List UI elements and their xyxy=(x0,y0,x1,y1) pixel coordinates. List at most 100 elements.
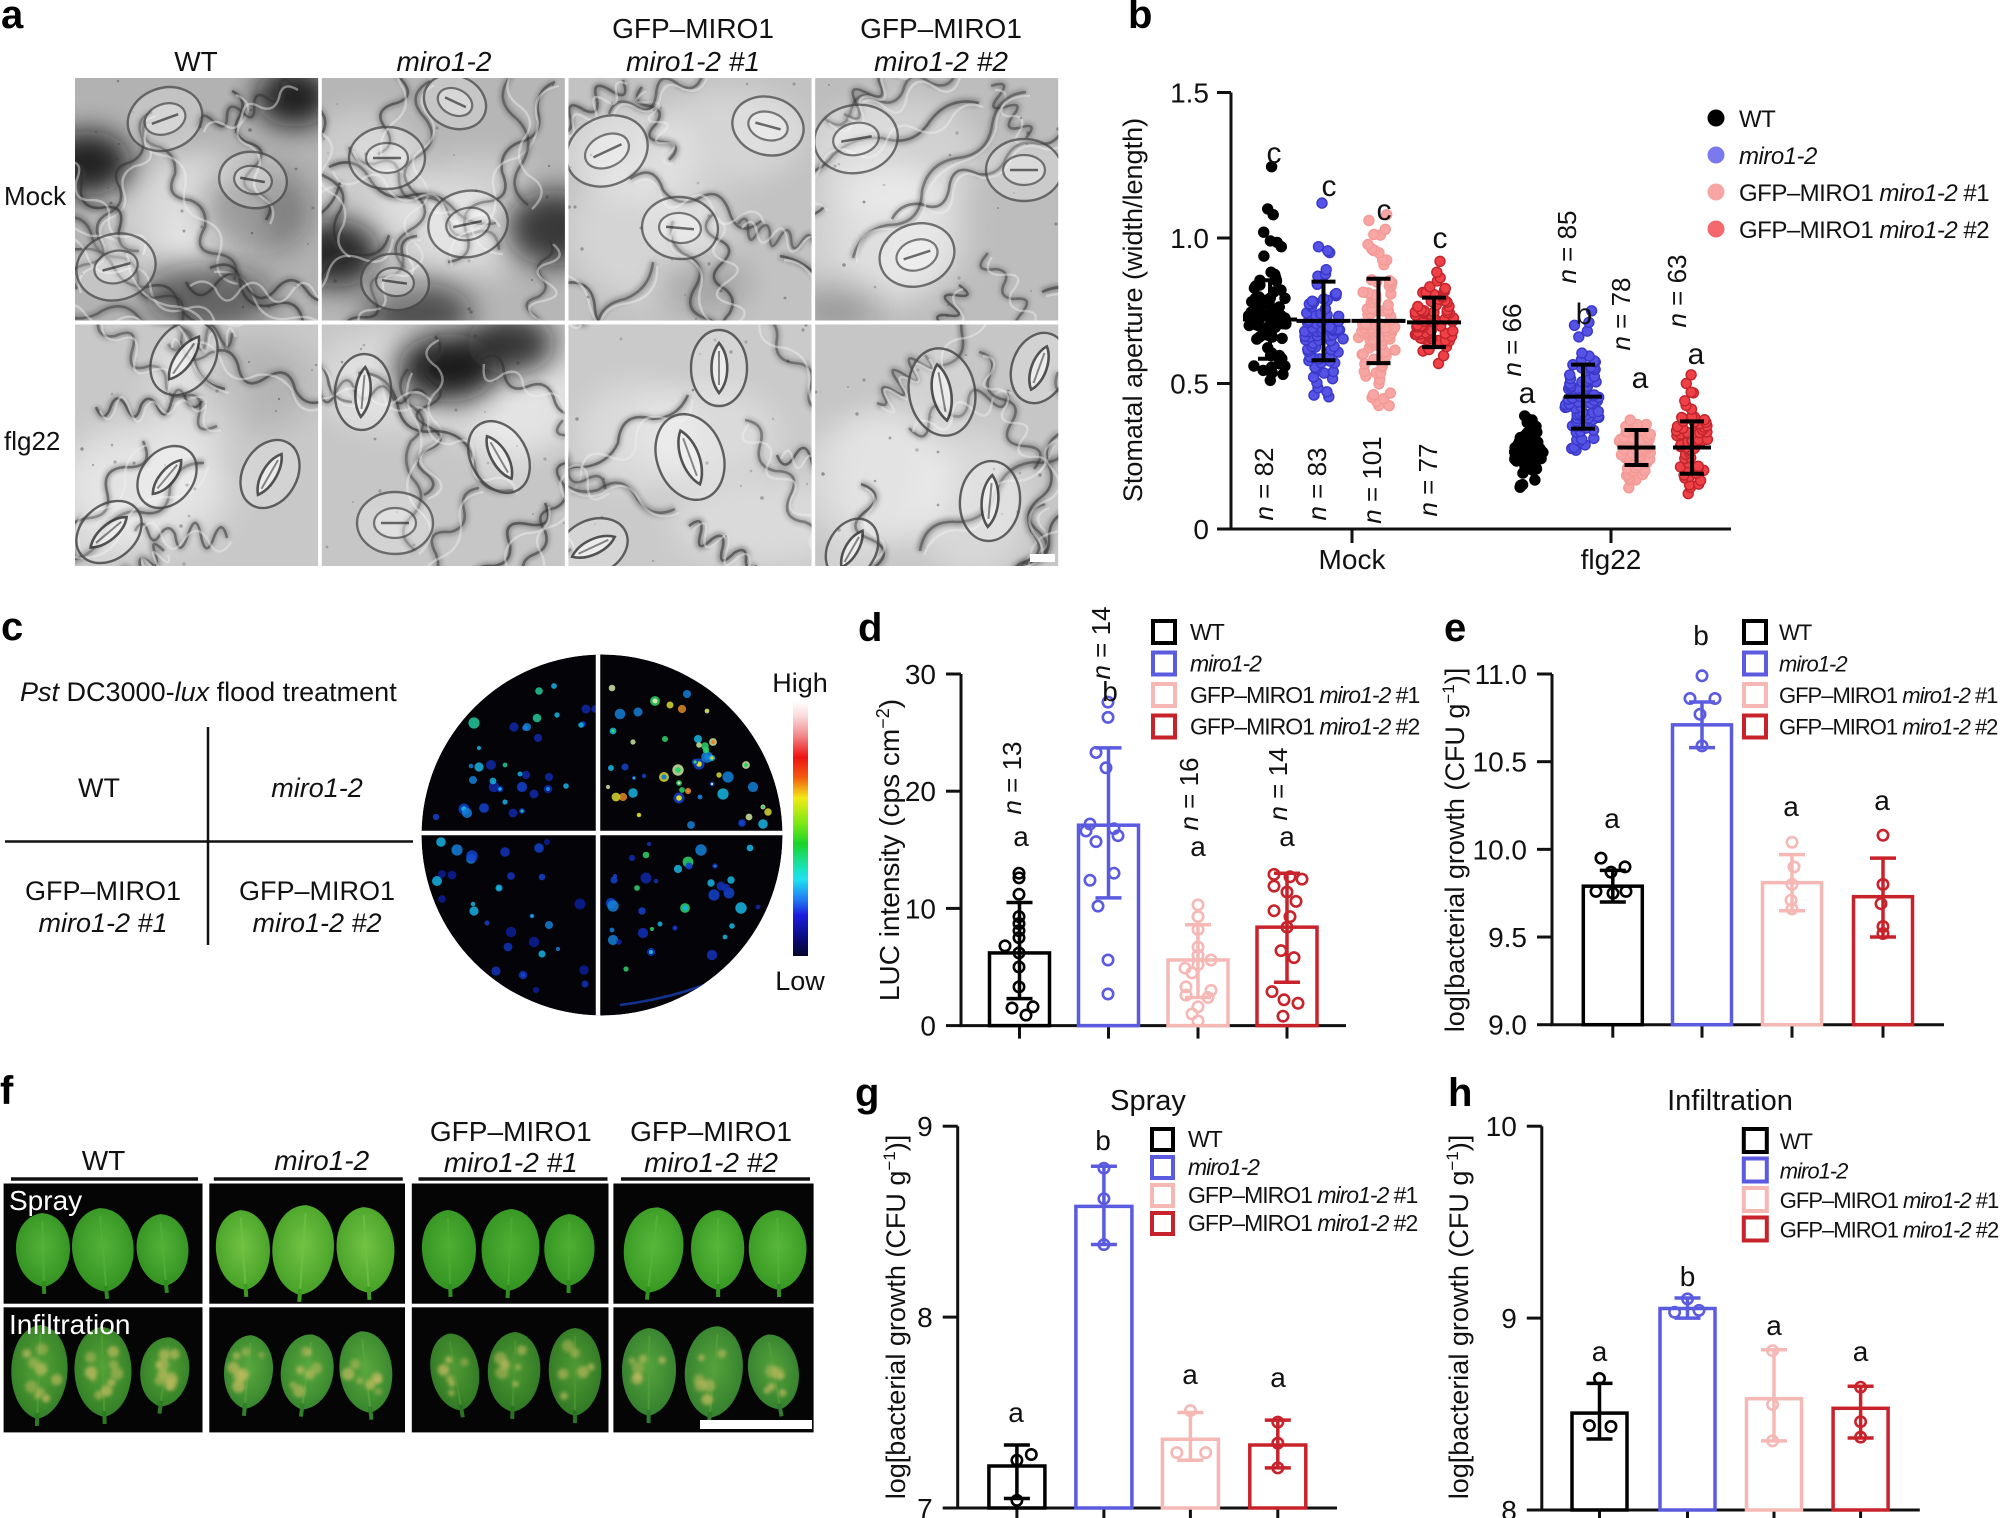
svg-text:a: a xyxy=(1766,1310,1782,1341)
svg-text:b: b xyxy=(1693,620,1709,651)
svg-text:0: 0 xyxy=(920,1011,936,1042)
svg-text:a: a xyxy=(1008,1397,1024,1428)
svg-text:log[bacterial growth (CFU g−1): log[bacterial growth (CFU g−1)] xyxy=(880,1135,911,1500)
svg-text:miro1-2: miro1-2 xyxy=(1188,1154,1260,1180)
svg-text:b: b xyxy=(1576,298,1593,331)
svg-text:a: a xyxy=(1632,362,1649,395)
svg-text:9.0: 9.0 xyxy=(1488,1010,1527,1041)
svg-text:a: a xyxy=(1270,1362,1286,1393)
svg-text:b: b xyxy=(1680,1261,1696,1292)
svg-text:Spray: Spray xyxy=(1110,1085,1186,1117)
svg-text:8: 8 xyxy=(917,1302,933,1333)
svg-text:10.0: 10.0 xyxy=(1473,834,1528,865)
svg-text:n = 82: n = 82 xyxy=(1249,447,1279,520)
svg-text:Mock: Mock xyxy=(4,181,67,211)
svg-text:WT: WT xyxy=(1780,1129,1813,1154)
svg-text:GFP–MIRO1 miro1-2 #2: GFP–MIRO1 miro1-2 #2 xyxy=(1188,1210,1417,1236)
svg-text:WT: WT xyxy=(1779,620,1812,645)
svg-text:miro1-2 #1: miro1-2 #1 xyxy=(444,1147,578,1178)
svg-text:d: d xyxy=(858,606,882,650)
svg-text:n = 14: n = 14 xyxy=(1086,606,1116,679)
svg-text:WT: WT xyxy=(82,1145,126,1176)
svg-text:n = 85: n = 85 xyxy=(1552,210,1582,283)
svg-text:log[bacterial growth (CFU g−1): log[bacterial growth (CFU g−1)] xyxy=(1443,1135,1474,1500)
svg-text:n = 66: n = 66 xyxy=(1497,303,1527,376)
svg-text:LUC intensity (cps cm−2): LUC intensity (cps cm−2) xyxy=(873,699,905,1001)
svg-text:log[bacterial growth (CFU g−1): log[bacterial growth (CFU g−1)] xyxy=(1439,668,1470,1033)
svg-text:11.0: 11.0 xyxy=(1475,659,1527,690)
svg-text:n = 63: n = 63 xyxy=(1662,254,1692,327)
svg-text:GFP–MIRO1: GFP–MIRO1 xyxy=(430,1116,592,1147)
svg-text:flg22: flg22 xyxy=(4,426,60,456)
svg-text:a: a xyxy=(1190,831,1206,862)
svg-text:1.0: 1.0 xyxy=(1170,223,1209,254)
svg-text:Infiltration: Infiltration xyxy=(1667,1085,1793,1117)
svg-text:GFP–MIRO1 miro1-2 #1: GFP–MIRO1 miro1-2 #1 xyxy=(1739,180,1989,207)
svg-text:GFP–MIRO1 miro1-2 #1: GFP–MIRO1 miro1-2 #1 xyxy=(1780,1188,1999,1213)
svg-text:9.5: 9.5 xyxy=(1488,922,1527,953)
svg-text:WT: WT xyxy=(174,46,218,77)
svg-text:a: a xyxy=(1853,1336,1869,1367)
svg-text:miro1-2: miro1-2 xyxy=(1190,651,1262,677)
svg-text:miro1-2 #1: miro1-2 #1 xyxy=(626,46,760,77)
svg-text:a: a xyxy=(1519,377,1536,410)
svg-text:GFP–MIRO1: GFP–MIRO1 xyxy=(612,13,774,44)
svg-text:Pst DC3000-lux flood treatment: Pst DC3000-lux flood treatment xyxy=(20,677,397,707)
svg-text:a: a xyxy=(1013,821,1029,852)
svg-text:miro1-2: miro1-2 xyxy=(1779,652,1847,677)
svg-text:a: a xyxy=(1874,785,1890,816)
svg-text:c: c xyxy=(1,605,23,649)
svg-text:c: c xyxy=(1322,170,1337,203)
svg-text:c: c xyxy=(1433,222,1448,255)
svg-text:n = 13: n = 13 xyxy=(997,741,1027,814)
svg-text:GFP–MIRO1: GFP–MIRO1 xyxy=(239,876,395,906)
svg-text:Stomatal aperture (width/lengt: Stomatal aperture (width/length) xyxy=(1118,118,1148,502)
svg-text:b: b xyxy=(1128,0,1152,37)
svg-text:miro1-2 #2: miro1-2 #2 xyxy=(644,1147,778,1178)
svg-text:WT: WT xyxy=(1190,619,1225,645)
svg-text:GFP–MIRO1 miro1-2 #1: GFP–MIRO1 miro1-2 #1 xyxy=(1779,683,1998,708)
svg-text:c: c xyxy=(1377,194,1392,227)
svg-text:9: 9 xyxy=(917,1111,933,1142)
svg-text:30: 30 xyxy=(905,659,936,690)
svg-text:miro1-2 #2: miro1-2 #2 xyxy=(874,46,1008,77)
svg-text:0.5: 0.5 xyxy=(1170,369,1209,400)
svg-text:n = 78: n = 78 xyxy=(1606,277,1636,350)
svg-text:miro1-2: miro1-2 xyxy=(271,773,363,803)
svg-text:Mock: Mock xyxy=(1319,544,1387,575)
svg-text:a: a xyxy=(1182,1359,1198,1390)
svg-text:10: 10 xyxy=(905,893,936,924)
svg-text:miro1-2: miro1-2 xyxy=(1780,1159,1848,1184)
svg-text:miro1-2: miro1-2 xyxy=(397,46,492,77)
svg-text:GFP–MIRO1: GFP–MIRO1 xyxy=(630,1116,792,1147)
svg-text:10: 10 xyxy=(1486,1111,1517,1142)
svg-text:n = 83: n = 83 xyxy=(1302,447,1332,520)
svg-text:8: 8 xyxy=(1501,1495,1517,1518)
svg-text:a: a xyxy=(1604,803,1620,834)
svg-text:7: 7 xyxy=(917,1493,933,1518)
svg-text:GFP–MIRO1: GFP–MIRO1 xyxy=(25,876,181,906)
svg-text:GFP–MIRO1 miro1-2 #2: GFP–MIRO1 miro1-2 #2 xyxy=(1739,217,1989,244)
svg-text:GFP–MIRO1: GFP–MIRO1 xyxy=(860,13,1022,44)
svg-text:1.5: 1.5 xyxy=(1170,78,1209,109)
svg-text:miro1-2: miro1-2 xyxy=(1739,143,1817,170)
svg-text:Spray: Spray xyxy=(9,1185,82,1216)
svg-text:a: a xyxy=(1688,338,1705,371)
svg-text:GFP–MIRO1 miro1-2 #2: GFP–MIRO1 miro1-2 #2 xyxy=(1779,715,1998,740)
svg-text:b: b xyxy=(1102,676,1118,707)
svg-text:b: b xyxy=(1095,1125,1111,1156)
svg-text:WT: WT xyxy=(1739,106,1776,133)
svg-text:a: a xyxy=(1279,821,1295,852)
svg-text:High: High xyxy=(772,668,828,698)
svg-text:GFP–MIRO1 miro1-2 #2: GFP–MIRO1 miro1-2 #2 xyxy=(1780,1218,1999,1243)
svg-text:0: 0 xyxy=(1193,514,1209,545)
svg-text:WT: WT xyxy=(78,773,120,803)
svg-text:9: 9 xyxy=(1501,1303,1517,1334)
svg-text:GFP–MIRO1 miro1-2 #2: GFP–MIRO1 miro1-2 #2 xyxy=(1190,714,1419,740)
svg-text:n = 101: n = 101 xyxy=(1357,436,1387,523)
svg-text:GFP–MIRO1 miro1-2 #1: GFP–MIRO1 miro1-2 #1 xyxy=(1188,1182,1417,1208)
svg-text:flg22: flg22 xyxy=(1581,544,1642,575)
svg-text:h: h xyxy=(1448,1071,1472,1115)
svg-text:f: f xyxy=(0,1069,14,1113)
svg-text:n = 77: n = 77 xyxy=(1413,443,1443,516)
